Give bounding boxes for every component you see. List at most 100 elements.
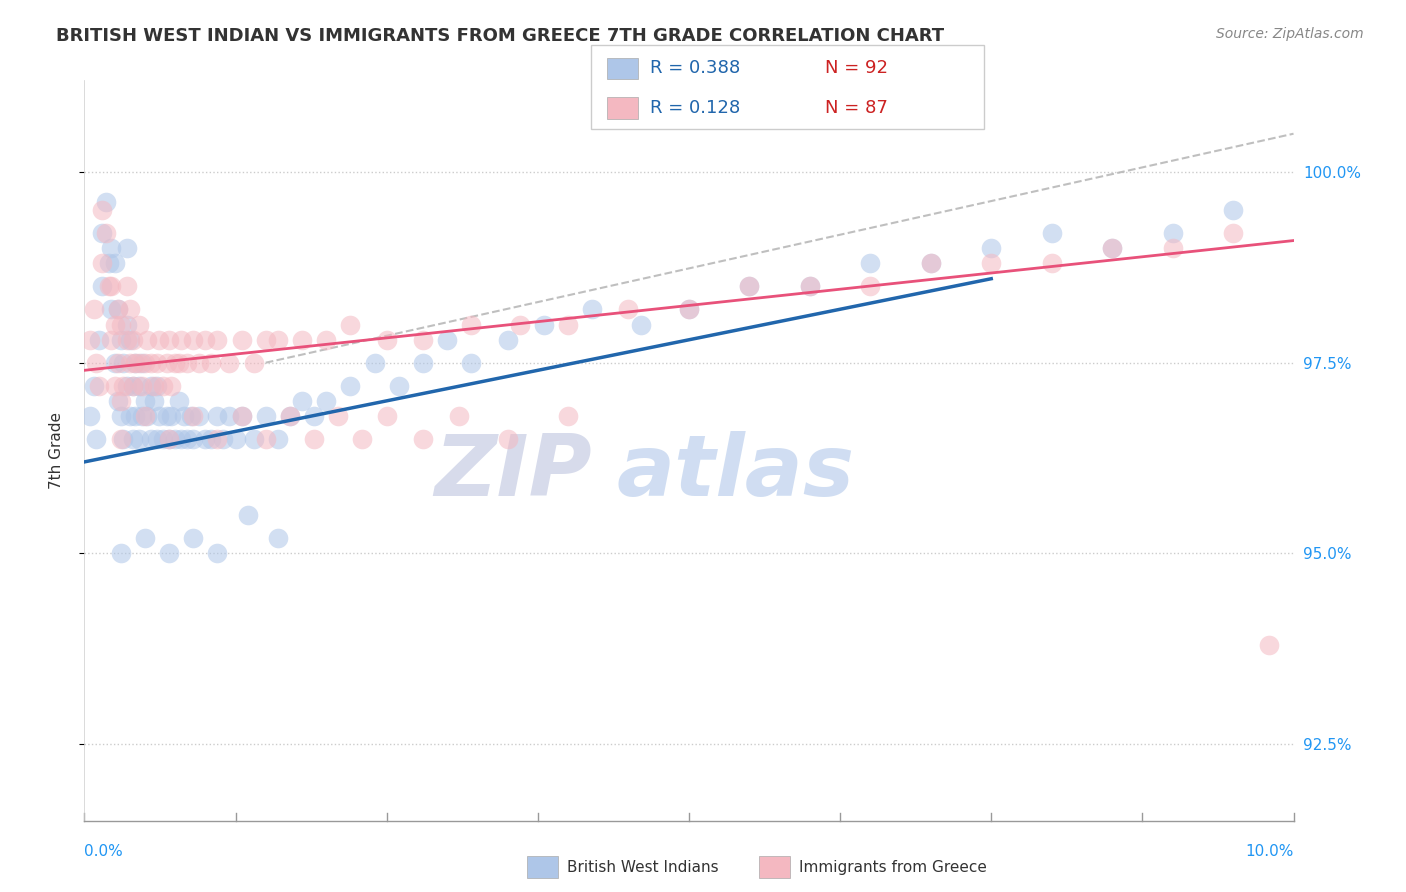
Point xyxy=(460,356,482,370)
Point xyxy=(388,378,411,392)
Point xyxy=(352,432,374,446)
Point xyxy=(188,409,211,423)
Point xyxy=(363,356,385,370)
Point xyxy=(91,256,114,270)
Point xyxy=(107,356,129,370)
Point xyxy=(375,333,398,347)
Text: atlas: atlas xyxy=(616,431,855,514)
Point xyxy=(218,409,240,423)
Point xyxy=(115,378,138,392)
Point xyxy=(146,378,169,392)
Point xyxy=(267,333,290,347)
Text: R = 0.128: R = 0.128 xyxy=(650,99,740,117)
Point xyxy=(980,256,1002,270)
Point xyxy=(496,432,519,446)
Point xyxy=(678,302,700,317)
Point xyxy=(124,356,146,370)
Point xyxy=(100,241,122,255)
Point xyxy=(157,333,180,347)
Point xyxy=(412,356,434,370)
Point xyxy=(143,378,166,392)
Point xyxy=(920,256,942,270)
Point xyxy=(302,432,325,446)
Point xyxy=(1258,638,1281,652)
Point xyxy=(115,333,138,347)
Point xyxy=(231,409,253,423)
Point xyxy=(194,432,217,446)
Point xyxy=(436,333,458,347)
Point xyxy=(124,356,146,370)
Point xyxy=(143,393,166,408)
Point xyxy=(100,279,122,293)
Point xyxy=(181,409,204,423)
Point xyxy=(375,409,398,423)
Point xyxy=(121,378,143,392)
Point xyxy=(254,333,277,347)
Point xyxy=(1040,226,1063,240)
Point xyxy=(128,432,150,446)
Point xyxy=(1222,202,1244,217)
Point xyxy=(139,432,162,446)
Point xyxy=(115,279,138,293)
Point xyxy=(134,356,156,370)
Point xyxy=(173,409,195,423)
Point xyxy=(112,356,135,370)
Point xyxy=(242,356,264,370)
Point xyxy=(83,302,105,317)
Point xyxy=(581,302,603,317)
Point xyxy=(799,279,821,293)
Point xyxy=(218,356,240,370)
Point xyxy=(557,318,579,332)
Point xyxy=(291,393,314,408)
Point xyxy=(302,409,325,423)
Point xyxy=(115,241,138,255)
Point xyxy=(131,356,153,370)
Point xyxy=(157,432,180,446)
Point xyxy=(231,409,253,423)
Point xyxy=(152,432,174,446)
Point xyxy=(339,318,361,332)
Point xyxy=(170,432,193,446)
Point xyxy=(136,409,159,423)
Point xyxy=(107,393,129,408)
Point xyxy=(412,333,434,347)
Point xyxy=(94,226,117,240)
Point xyxy=(167,356,190,370)
Text: Immigrants from Greece: Immigrants from Greece xyxy=(799,860,987,874)
Point xyxy=(1161,226,1184,240)
Point xyxy=(110,547,132,561)
Point xyxy=(167,393,190,408)
Text: N = 92: N = 92 xyxy=(825,60,889,78)
Point xyxy=(131,409,153,423)
Point xyxy=(278,409,301,423)
Point xyxy=(157,432,180,446)
Point xyxy=(148,333,170,347)
Point xyxy=(859,279,882,293)
Point xyxy=(146,356,169,370)
Point xyxy=(139,378,162,392)
Point xyxy=(315,393,337,408)
Point xyxy=(104,256,127,270)
Point xyxy=(188,356,211,370)
Point xyxy=(155,409,177,423)
Point xyxy=(124,409,146,423)
Point xyxy=(110,318,132,332)
Point xyxy=(146,432,169,446)
Point xyxy=(121,378,143,392)
Point xyxy=(339,378,361,392)
Point xyxy=(1101,241,1123,255)
Point xyxy=(254,432,277,446)
Point xyxy=(170,333,193,347)
Point xyxy=(121,432,143,446)
Point xyxy=(496,333,519,347)
Point xyxy=(112,378,135,392)
Point xyxy=(207,432,229,446)
Point xyxy=(980,241,1002,255)
Text: BRITISH WEST INDIAN VS IMMIGRANTS FROM GREECE 7TH GRADE CORRELATION CHART: BRITISH WEST INDIAN VS IMMIGRANTS FROM G… xyxy=(56,27,945,45)
Point xyxy=(1040,256,1063,270)
Point xyxy=(1101,241,1123,255)
Point xyxy=(121,333,143,347)
Point xyxy=(267,531,290,545)
Point xyxy=(165,432,187,446)
Point xyxy=(180,409,202,423)
